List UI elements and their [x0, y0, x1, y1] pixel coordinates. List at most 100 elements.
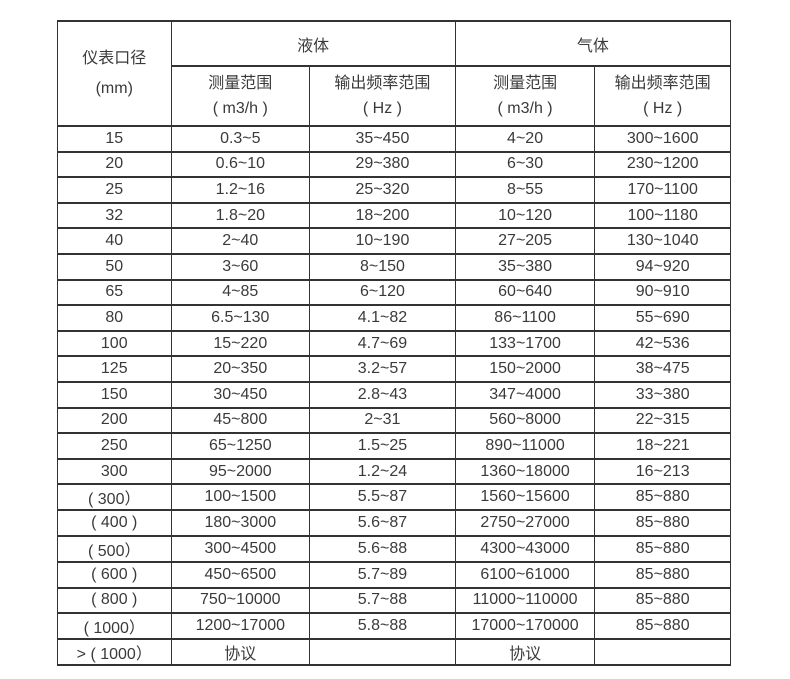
table-row: ( 1000） 1200~17000 5.8~88 17000~170000 85~88…: [57, 612, 731, 641]
table-cell: 8~55: [454, 176, 596, 204]
table-cell: 65: [57, 278, 172, 307]
table-cell: 30~450: [170, 380, 311, 409]
table-row: 32 1.8~20 18~200 10~120 100~1180: [57, 201, 731, 230]
header-diameter-label: 仪表口径: [82, 49, 147, 67]
table-cell: ( 500）: [57, 534, 172, 563]
table-row: 15 0.3~5 35~450 4~20 300~1600: [57, 125, 731, 153]
table-cell: 80: [57, 304, 172, 332]
table-cell: 10~120: [454, 201, 596, 230]
table-cell: 300: [57, 457, 172, 486]
table-cell: 750~10000: [170, 586, 311, 615]
table-cell: 85~880: [594, 483, 731, 512]
table-cell: 25: [57, 176, 172, 204]
table-cell: 1.2~16: [170, 176, 311, 204]
table-cell: 2750~27000: [454, 509, 596, 537]
table-cell: 4~20: [454, 125, 596, 153]
header-diameter-unit: (mm): [95, 79, 133, 97]
table-cell: 33~380: [594, 380, 731, 409]
table-row: ( 500） 300~4500 5.6~88 4300~43000 85~880: [57, 534, 731, 563]
table-row: 20 0.6~10 29~380 6~30 230~1200: [57, 150, 731, 179]
table-cell: 40: [57, 227, 172, 255]
table-cell: ( 1000）: [57, 612, 172, 641]
header-liquid-output-frequency-range: 输出频率范围 ( Hz ): [309, 65, 456, 127]
table-cell: 38~475: [594, 355, 731, 383]
table-cell: 8~150: [309, 252, 456, 281]
table-cell: 18~200: [309, 201, 456, 230]
table-cell: [594, 638, 731, 667]
table-cell: 100~1500: [170, 483, 311, 512]
table-cell: 6~30: [454, 150, 596, 179]
table-cell: 25~320: [309, 176, 456, 204]
table-cell: 1200~17000: [170, 612, 311, 641]
table-cell: 5.6~88: [309, 534, 456, 563]
table-cell: 22~315: [594, 406, 731, 435]
table-cell: 94~920: [594, 252, 731, 281]
table-cell: 60~640: [454, 278, 596, 307]
header-diameter: 仪表口径 (mm): [57, 20, 172, 127]
table-cell: 4.7~69: [309, 329, 456, 358]
table-cell: 85~880: [594, 586, 731, 615]
table-cell: 2~31: [309, 406, 456, 435]
table-row: 125 20~350 3.2~57 150~2000 38~475: [57, 355, 731, 383]
table-row: 25 1.2~16 25~320 8~55 170~1100: [57, 176, 731, 204]
table-cell: 20: [57, 150, 172, 179]
table-cell: 6100~61000: [454, 560, 596, 589]
table-cell: 0.3~5: [170, 125, 311, 153]
table-cell: 20~350: [170, 355, 311, 383]
table-cell: 90~910: [594, 278, 731, 307]
flow-meter-spec-table: 仪表口径 (mm) 液体 气体 测量范围 ( m3/h ) 输出频率范围 ( H…: [57, 20, 732, 667]
table-row: 150 30~450 2.8~43 347~4000 33~380: [57, 380, 731, 409]
table-cell: 890~11000: [454, 432, 596, 460]
table-cell: 45~800: [170, 406, 311, 435]
table-cell: 125: [57, 355, 172, 383]
table-cell: 3.2~57: [309, 355, 456, 383]
table-body: 15 0.3~5 35~450 4~20 300~1600 20 0.6~10 29~380 6…: [57, 125, 731, 667]
table-cell: 2.8~43: [309, 380, 456, 409]
table-cell: 16~213: [594, 457, 731, 486]
table-row: > ( 1000） 协议 协议: [57, 638, 731, 667]
table-cell: 100~1180: [594, 201, 731, 230]
table-cell: 85~880: [594, 534, 731, 563]
table-cell: 5.5~87: [309, 483, 456, 512]
table-cell: 347~4000: [454, 380, 596, 409]
table-cell: 85~880: [594, 612, 731, 641]
table-cell: 17000~170000: [454, 612, 596, 641]
table-cell: 85~880: [594, 560, 731, 589]
table-cell: ( 400 ): [57, 509, 172, 537]
table-cell: 3~60: [170, 252, 311, 281]
table-row: 40 2~40 10~190 27~205 130~1040: [57, 227, 731, 255]
table-cell: 1560~15600: [454, 483, 596, 512]
table-cell: 15: [57, 125, 172, 153]
table-cell: 130~1040: [594, 227, 731, 255]
table-row: 50 3~60 8~150 35~380 94~920: [57, 252, 731, 281]
table-cell: 95~2000: [170, 457, 311, 486]
spec-table-container: 仪表口径 (mm) 液体 气体 测量范围 ( m3/h ) 输出频率范围 ( H…: [57, 20, 732, 667]
table-cell: 150~2000: [454, 355, 596, 383]
table-cell: 86~1100: [454, 304, 596, 332]
table-cell: 560~8000: [454, 406, 596, 435]
table-row: ( 800 ) 750~10000 5.7~88 11000~110000 85~880: [57, 586, 731, 615]
table-cell: ( 800 ): [57, 586, 172, 615]
table-cell: 15~220: [170, 329, 311, 358]
table-cell: 230~1200: [594, 150, 731, 179]
table-cell: 250: [57, 432, 172, 460]
table-row: ( 400 ) 180~3000 5.6~87 2750~27000 85~880: [57, 509, 731, 537]
table-cell: 4~85: [170, 278, 311, 307]
table-cell: > ( 1000）: [57, 638, 172, 667]
table-cell: 300~4500: [170, 534, 311, 563]
header-group-liquid: 液体: [170, 20, 456, 67]
table-cell: 180~3000: [170, 509, 311, 537]
table-cell: ( 600 ): [57, 560, 172, 589]
header-liquid-measure-range: 测量范围 ( m3/h ): [170, 65, 311, 127]
table-cell: 1.8~20: [170, 201, 311, 230]
table-cell: 133~1700: [454, 329, 596, 358]
table-cell: 5.6~87: [309, 509, 456, 537]
table-cell: ( 300）: [57, 483, 172, 512]
table-cell: 10~190: [309, 227, 456, 255]
table-cell: 6.5~130: [170, 304, 311, 332]
header-gas-measure-range: 测量范围 ( m3/h ): [454, 65, 596, 127]
table-row: 300 95~2000 1.2~24 1360~18000 16~213: [57, 457, 731, 486]
table-cell: [309, 638, 456, 667]
table-cell: 100: [57, 329, 172, 358]
table-row: 200 45~800 2~31 560~8000 22~315: [57, 406, 731, 435]
